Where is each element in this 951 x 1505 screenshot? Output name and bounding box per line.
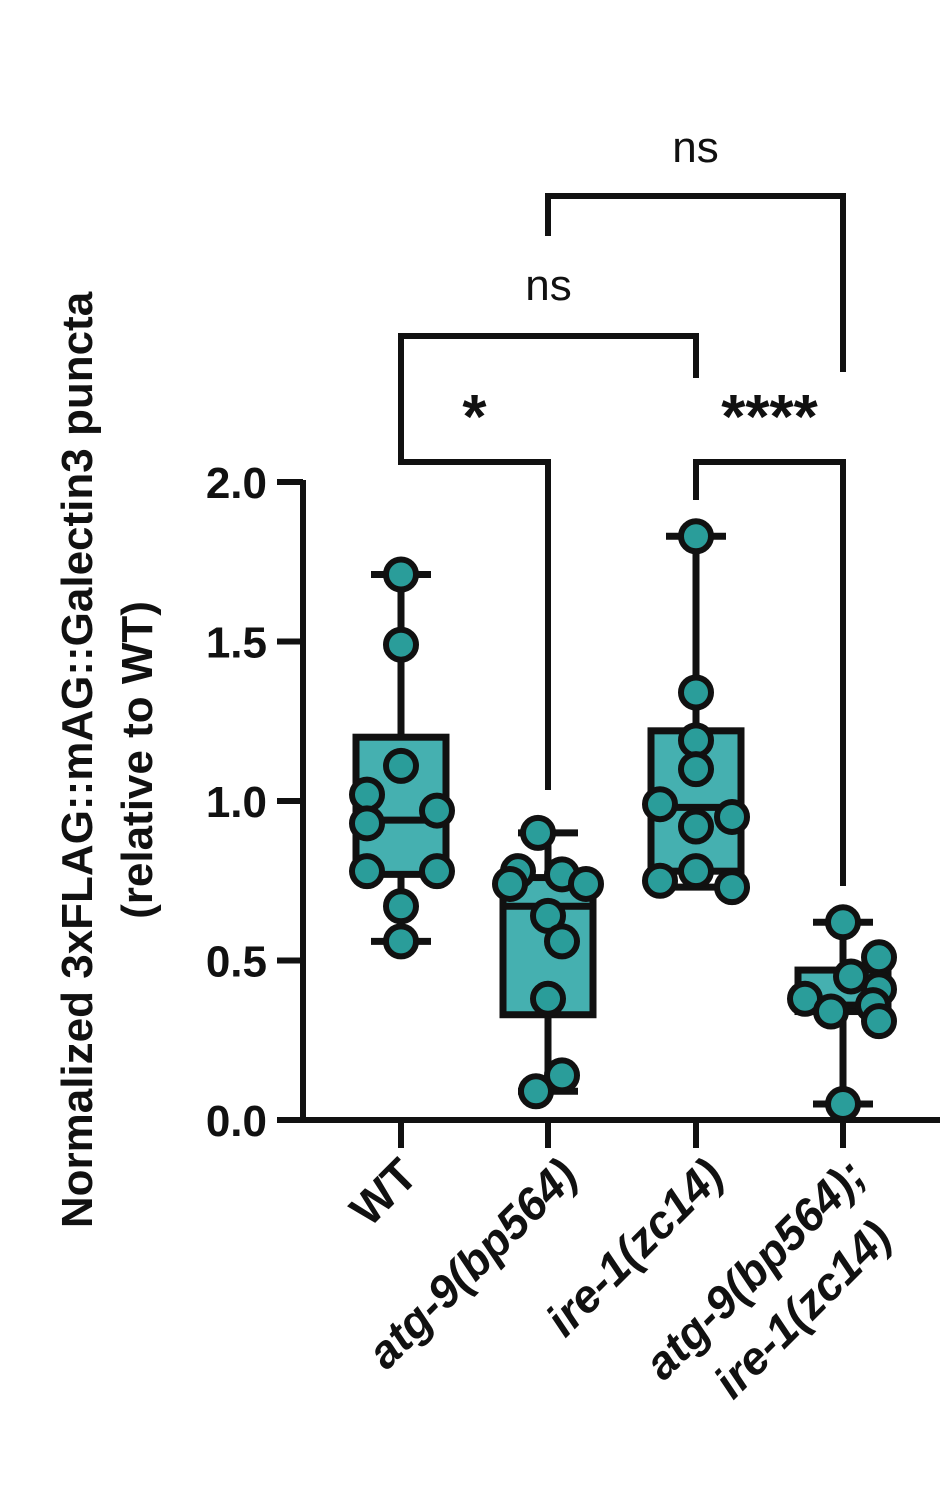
data-point: [678, 518, 714, 555]
data-point: [861, 1003, 897, 1040]
y-tick-label: 1.5: [206, 619, 267, 668]
y-tick-label: 0.0: [206, 1097, 267, 1146]
data-point: [833, 958, 869, 995]
data-point: [349, 805, 385, 842]
data-point: [492, 865, 528, 902]
significance-bracket-1: *: [398, 383, 551, 790]
data-point: [714, 869, 750, 906]
data-point: [678, 808, 714, 845]
data-point: [714, 798, 750, 835]
y-axis-label: Normalized 3xFLAG::mAG::Galectin3 puncta…: [53, 291, 162, 1228]
significance-label: ns: [672, 123, 718, 172]
data-point: [349, 853, 385, 890]
y-tick-label: 0.5: [206, 938, 267, 987]
data-point: [825, 1086, 861, 1123]
significance-label: ****: [721, 383, 818, 452]
data-point: [520, 814, 556, 851]
data-point: [383, 923, 419, 960]
data-point: [642, 786, 678, 823]
data-point: [383, 556, 419, 593]
significance-bracket-3: ns: [398, 261, 699, 426]
data-point: [383, 747, 419, 784]
data-point: [678, 722, 714, 759]
data-point: [678, 853, 714, 890]
significance-bracket-4: ns: [545, 123, 846, 372]
data-point: [518, 1073, 554, 1110]
bracket-line: [398, 426, 551, 790]
x-axis-labels: WTatg-9(bp564)ire-1(zc14)atg-9(bp564);ir…: [340, 1148, 901, 1408]
data-point: [678, 751, 714, 788]
data-point: [383, 888, 419, 925]
data-points: [349, 518, 897, 1123]
data-point: [349, 776, 385, 813]
bracket-line: [693, 459, 846, 886]
x-category-label: WT: [340, 1148, 427, 1235]
y-axis-label-line2: (relative to WT): [113, 601, 162, 919]
y-tick-label: 1.0: [206, 778, 267, 827]
bracket-line: [398, 333, 699, 426]
data-point: [544, 923, 580, 960]
y-axis-label-line1: Normalized 3xFLAG::mAG::Galectin3 puncta: [53, 291, 102, 1228]
data-point: [383, 626, 419, 663]
significance-bracket-2: ****: [693, 383, 846, 886]
significance-label: ns: [525, 261, 571, 310]
data-point: [419, 853, 455, 890]
data-point: [419, 792, 455, 829]
bracket-line: [545, 193, 846, 372]
data-point: [813, 993, 849, 1030]
data-point: [825, 904, 861, 941]
data-point: [568, 865, 604, 902]
axes: 0.0 0.5 1.0 1.5 2.0: [206, 459, 940, 1148]
data-point: [544, 1057, 580, 1094]
significance-label: *: [462, 383, 487, 452]
y-tick-label: 2.0: [206, 459, 267, 508]
data-point: [530, 980, 566, 1017]
data-point: [678, 674, 714, 711]
data-point: [861, 939, 897, 976]
data-point: [642, 862, 678, 899]
